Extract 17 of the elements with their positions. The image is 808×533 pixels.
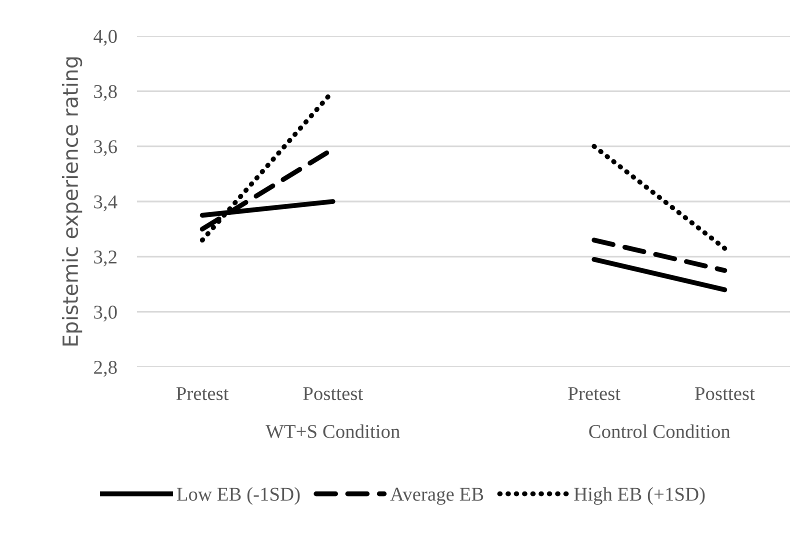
y-axis-title: Epistemic experience rating: [62, 57, 82, 346]
y-tick-label: 3,0: [94, 306, 117, 322]
y-tick-label: 2,8: [94, 360, 117, 377]
text: WT+S Condition: [266, 424, 400, 438]
x-tick-label: Pretest: [176, 387, 229, 400]
y-tick-label: 3,4: [94, 195, 118, 212]
y-tick-label: 3,8: [94, 84, 117, 101]
y-tick-label: 3,2: [94, 250, 116, 266]
y-tick-label: 4,0: [94, 30, 117, 46]
x-tick-label: Pretest: [568, 387, 620, 400]
legend-label: High EB (+1SD): [574, 487, 705, 505]
text: Control Condition: [589, 424, 730, 438]
legend-label: Low EB (-1SD): [176, 487, 300, 505]
x-tick-label: Posttest: [695, 387, 755, 400]
y-tick-label: 3,6: [94, 140, 117, 156]
x-tick-label: Posttest: [303, 387, 364, 400]
legend-label: Average EB: [390, 488, 484, 505]
